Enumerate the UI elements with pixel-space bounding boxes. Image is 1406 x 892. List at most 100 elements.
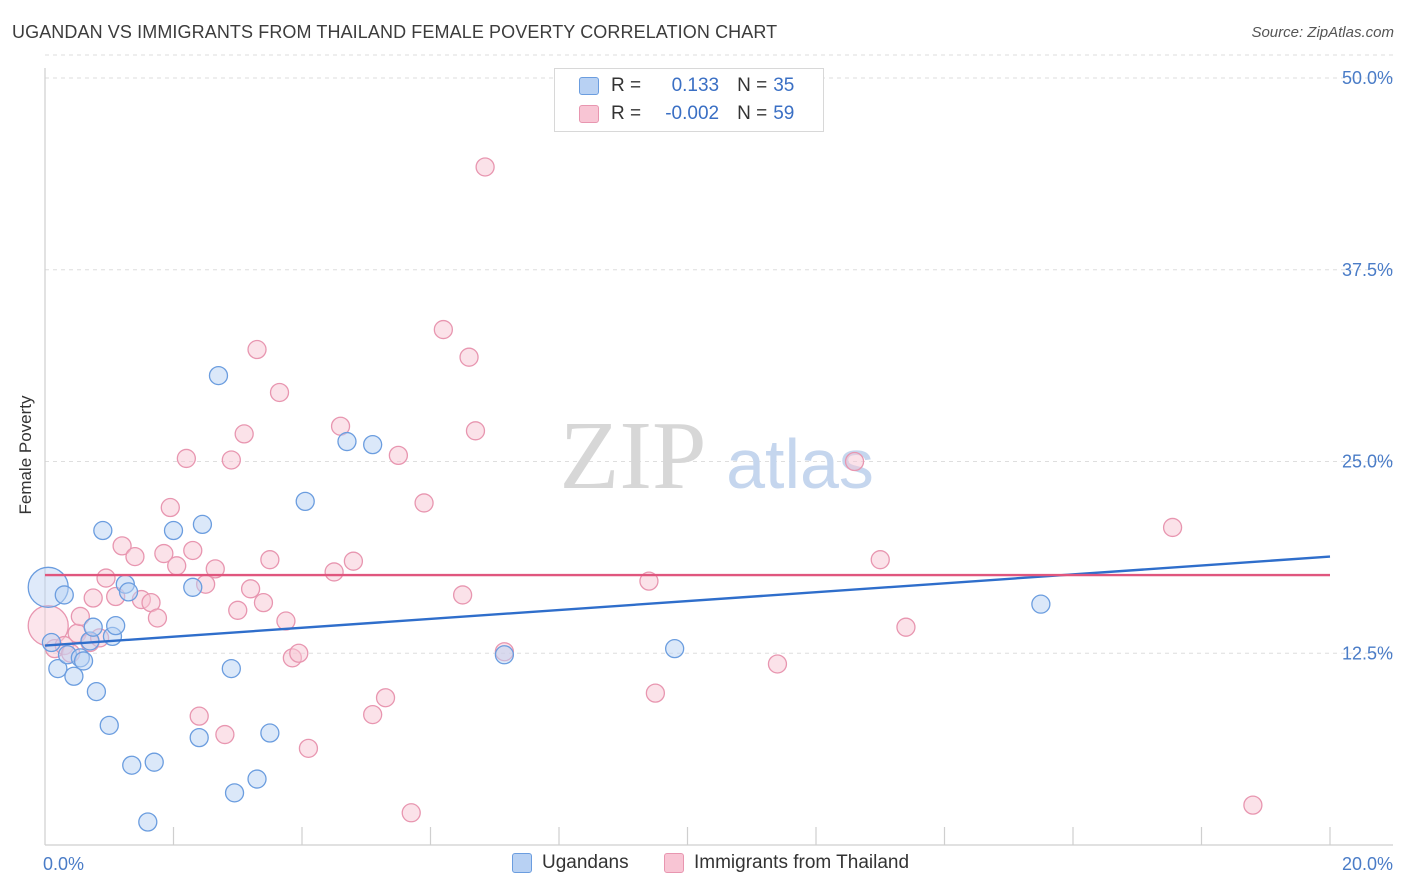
point-ugandan	[163, 520, 184, 541]
legend-r-label: R =	[611, 103, 642, 124]
y-tick-label: 12.5%	[1342, 643, 1393, 663]
point-thailand	[205, 559, 225, 579]
x-tick-label: 0.0%	[43, 854, 84, 874]
point-thailand	[240, 579, 261, 599]
point-thailand	[1243, 795, 1263, 815]
y-tick-label: 50.0%	[1342, 68, 1393, 88]
point-ugandan	[363, 434, 383, 455]
point-thailand	[870, 550, 890, 570]
legend-r-value: -0.002	[665, 103, 720, 124]
point-ugandan	[144, 752, 164, 772]
point-ugandan	[48, 658, 68, 679]
point-ugandan	[138, 812, 158, 832]
legend-row-ugandans: R = 0.133 N = 35	[579, 75, 794, 97]
point-ugandan	[337, 431, 357, 452]
legend-swatch-blue	[579, 77, 599, 95]
point-thailand	[70, 606, 90, 627]
point-thailand	[896, 617, 916, 637]
point-thailand	[176, 448, 197, 469]
data-points	[27, 157, 1263, 832]
tick-labels: 12.5% 25.0% 37.5% 50.0% 0.0% 20.0%	[43, 68, 1393, 874]
point-thailand	[414, 493, 434, 513]
point-thailand	[767, 654, 788, 674]
point-ugandan	[54, 585, 74, 605]
point-ugandan	[224, 783, 245, 803]
point-thailand	[183, 540, 203, 561]
point-ugandan	[83, 617, 103, 637]
point-ugandan	[183, 577, 203, 597]
point-ugandan	[189, 727, 209, 748]
watermark-zip: ZIP	[560, 402, 707, 510]
point-thailand	[189, 706, 209, 726]
x-tick-label: 20.0%	[1342, 854, 1393, 874]
point-ugandan	[192, 514, 213, 535]
trend-lines	[44, 555, 1331, 647]
series-legend-thailand[interactable]: Immigrants from Thailand	[664, 852, 909, 874]
point-ugandan	[221, 658, 241, 679]
point-thailand	[401, 803, 421, 823]
point-ugandan	[93, 520, 113, 541]
point-thailand	[234, 424, 254, 444]
point-thailand	[433, 319, 454, 340]
point-ugandan	[73, 651, 94, 671]
point-thailand	[388, 445, 409, 466]
point-thailand	[154, 543, 174, 564]
y-tick-label: 37.5%	[1342, 260, 1393, 280]
point-thailand	[125, 546, 145, 567]
grid-lines	[45, 54, 1393, 654]
series-swatch-blue	[512, 853, 532, 873]
point-thailand	[167, 556, 187, 576]
point-thailand	[375, 688, 396, 708]
legend-r-value: 0.133	[671, 75, 720, 96]
point-thailand	[363, 704, 383, 725]
point-thailand	[228, 600, 248, 620]
point-thailand	[289, 643, 309, 663]
legend-n-value: 35	[773, 75, 795, 96]
point-ugandan	[295, 491, 315, 512]
point-thailand	[253, 592, 274, 613]
point-ugandan	[118, 582, 139, 602]
point-thailand	[215, 724, 235, 745]
axes	[44, 68, 1393, 846]
point-thailand	[475, 157, 495, 177]
point-thailand	[269, 382, 290, 403]
y-tick-label: 25.0%	[1342, 452, 1393, 472]
point-ugandan	[86, 681, 107, 702]
point-ugandan	[41, 632, 62, 653]
point-thailand	[160, 497, 180, 518]
point-thailand	[260, 550, 280, 570]
source-label: Source: ZipAtlas.com	[1251, 24, 1394, 41]
point-thailand	[247, 339, 267, 360]
point-thailand	[465, 421, 486, 441]
point-thailand	[1162, 517, 1183, 538]
point-thailand	[112, 536, 132, 556]
series-swatch-pink	[664, 853, 684, 873]
legend-n-label: N =	[737, 103, 768, 124]
point-thailand	[221, 450, 241, 470]
point-ugandan	[122, 755, 142, 775]
point-ugandan	[99, 715, 119, 735]
legend-n-label: N =	[737, 75, 768, 96]
point-ugandan	[1031, 594, 1051, 614]
point-ugandan	[494, 645, 515, 665]
chart-title: UGANDAN VS IMMIGRANTS FROM THAILAND FEMA…	[12, 22, 778, 42]
series-legend: Ugandans Immigrants from Thailand	[0, 852, 1406, 876]
point-thailand	[83, 588, 103, 608]
point-ugandan	[247, 769, 267, 789]
point-thailand	[639, 571, 659, 591]
series-legend-label: Immigrants from Thailand	[694, 852, 910, 873]
point-thailand	[324, 562, 344, 582]
series-legend-ugandans[interactable]: Ugandans	[512, 852, 629, 874]
legend-swatch-pink	[579, 105, 599, 123]
point-thailand	[96, 568, 116, 588]
correlation-legend: R = 0.133 N = 35 R = -0.002 N = 59	[554, 68, 824, 132]
point-thailand	[459, 347, 479, 367]
point-thailand	[844, 451, 865, 472]
legend-row-thailand: R = -0.002 N = 59	[579, 103, 794, 125]
series-legend-label: Ugandans	[542, 852, 629, 873]
legend-n-value: 59	[773, 103, 795, 124]
point-thailand	[645, 683, 666, 703]
point-ugandan	[260, 723, 280, 743]
point-thailand	[343, 551, 364, 571]
